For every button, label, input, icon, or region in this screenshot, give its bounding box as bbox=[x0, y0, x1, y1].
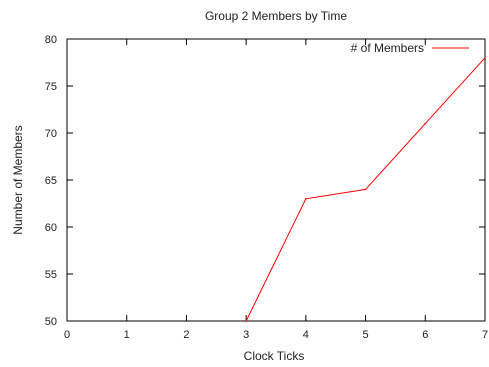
y-tick-label: 55 bbox=[45, 269, 57, 281]
x-tick-label: 7 bbox=[482, 329, 488, 341]
series-layer bbox=[245, 57, 486, 322]
chart-title: Group 2 Members by Time bbox=[205, 9, 347, 23]
x-tick-label: 2 bbox=[183, 329, 189, 341]
x-tick-label: 5 bbox=[363, 329, 369, 341]
data-point bbox=[424, 122, 427, 125]
x-tick-label: 4 bbox=[303, 329, 309, 341]
x-axis-title: Clock Ticks bbox=[244, 349, 305, 363]
data-point bbox=[364, 188, 367, 191]
y-tick-label: 80 bbox=[45, 34, 57, 46]
x-axis-ticks: 0 1 2 3 4 5 6 7 bbox=[64, 39, 488, 341]
data-point bbox=[484, 57, 486, 59]
y-tick-label: 50 bbox=[45, 316, 57, 328]
data-point bbox=[305, 198, 307, 200]
y-tick-label: 65 bbox=[45, 175, 57, 187]
plot-area-frame bbox=[66, 38, 486, 322]
legend-label: # of Members bbox=[351, 41, 424, 55]
y-axis-ticks: 50 55 60 65 70 75 80 bbox=[45, 34, 485, 328]
data-point bbox=[245, 320, 247, 322]
legend: # of Members bbox=[351, 41, 469, 55]
x-tick-label: 3 bbox=[243, 329, 249, 341]
x-tick-label: 6 bbox=[422, 329, 428, 341]
y-tick-label: 70 bbox=[45, 128, 57, 140]
x-tick-label: 1 bbox=[124, 329, 130, 341]
y-tick-label: 60 bbox=[45, 222, 57, 234]
y-tick-label: 75 bbox=[45, 81, 57, 93]
x-tick-label: 0 bbox=[64, 329, 70, 341]
y-axis-title: Number of Members bbox=[11, 125, 25, 234]
